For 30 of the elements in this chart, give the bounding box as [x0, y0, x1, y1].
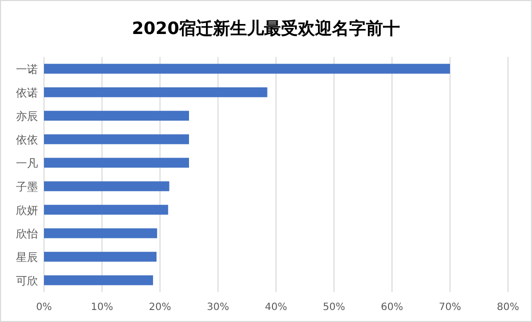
y-tick-label: 可欣	[16, 274, 38, 288]
x-tick-label: 20%	[148, 302, 172, 313]
x-tick-label: 0%	[36, 302, 52, 313]
x-tick-label: 50%	[322, 302, 346, 313]
bar	[44, 275, 154, 286]
x-tick-label: 40%	[264, 302, 288, 313]
bar	[44, 87, 268, 98]
bar	[44, 64, 450, 74]
x-tick-label: 70%	[438, 302, 462, 313]
bar	[44, 158, 189, 168]
y-tick-label: 星辰	[16, 250, 38, 264]
bar	[44, 252, 157, 262]
y-tick-label: 依依	[16, 133, 38, 146]
x-tick-label: 60%	[380, 302, 404, 313]
y-tick-label: 欣怡	[16, 227, 38, 240]
y-tick-label: 一凡	[16, 156, 38, 170]
x-tick-label: 30%	[206, 302, 230, 313]
x-tick-label: 80%	[496, 302, 520, 313]
bar	[44, 228, 158, 238]
x-tick-label: 10%	[90, 302, 114, 313]
y-tick-label: 子墨	[16, 180, 38, 194]
bar	[44, 181, 170, 192]
y-tick-label: 亦辰	[16, 110, 38, 123]
bar	[44, 134, 189, 144]
bar	[44, 110, 189, 121]
y-tick-label: 一诺	[16, 62, 38, 76]
chart-title: 2020宿迁新生儿最受欢迎名字前十	[132, 19, 400, 39]
y-tick-label: 依诺	[16, 86, 38, 100]
y-tick-label: 欣妍	[16, 204, 38, 217]
bar	[44, 204, 168, 215]
